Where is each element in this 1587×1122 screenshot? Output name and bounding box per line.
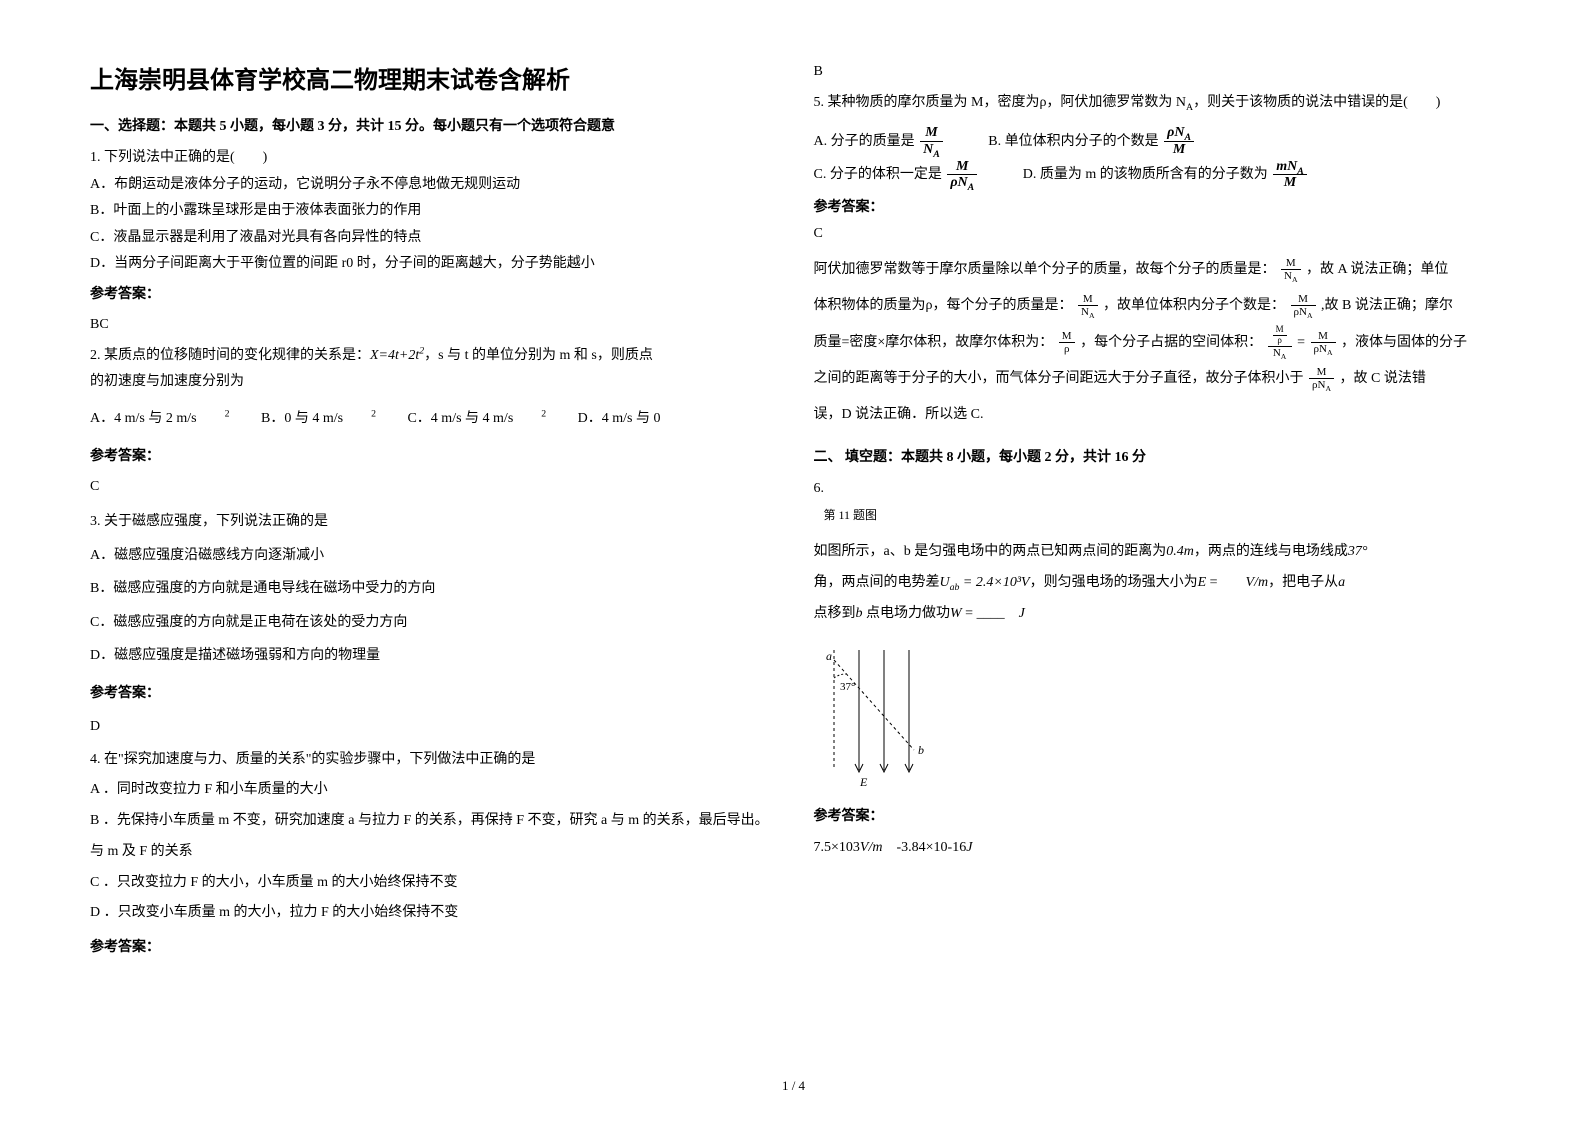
q5-answer: C — [814, 226, 1498, 242]
q6-num: 6. — [814, 476, 1498, 503]
question-3: 3. 关于磁感应强度，下列说法正确的是 A．磁感应强度沿磁感线方向逐渐减小 B．… — [90, 505, 774, 711]
q3-answer: D — [90, 719, 774, 735]
q5-opt-c: C. 分子的体积一定是 MρNA — [814, 158, 980, 192]
q2-stem-3: 的初速度与加速度分别为 — [90, 369, 774, 396]
q5-stem: 5. 某种物质的摩尔质量为 M，密度为ρ，阿伏加德罗常数为 N — [814, 95, 1187, 110]
section-2-head: 二、 填空题：本题共 8 小题，每小题 2 分，共计 16 分 — [814, 446, 1498, 466]
q2-answer: C — [90, 479, 774, 495]
q1-stem: 1. 下列说法中正确的是( ) — [90, 145, 774, 172]
q2-eq: X=4t+2t — [370, 348, 419, 363]
page-number: 1 / 4 — [0, 1078, 1587, 1094]
q2-opt-b: B．0 与 4 m/s2 — [261, 406, 376, 433]
frac-icon: ρNAM — [1162, 125, 1196, 157]
q2-opt-d: D．4 m/s 与 0 — [578, 406, 661, 433]
q1-opt-d: D．当两分子间距离大于平衡位置的间距 r0 时，分子间的距离越大，分子势能越小 — [90, 251, 774, 278]
q4-opt-c: C ．只改变拉力 F 的大小，小车质量 m 的大小始终保持不变 — [90, 868, 774, 899]
frac-icon: Mρ — [1057, 330, 1077, 355]
q3-opt-c: C．磁感应强度的方向就是正电荷在该处的受力方向 — [90, 606, 774, 640]
q6-figure: a 37° b E — [814, 640, 1498, 795]
svg-text:37°: 37° — [840, 681, 855, 693]
answer-label: 参考答案： — [814, 196, 1498, 216]
question-6: 6. 第 11 题图 如图所示，a、b 是匀强电场中的两点已知两点间的距离为0.… — [814, 476, 1498, 630]
q2-opt-a: A．4 m/s 与 2 m/s2 — [90, 406, 229, 433]
q5-stem2: ，则关于该物质的说法中错误的是( ) — [1193, 95, 1440, 110]
q5-opt-b: B. 单位体积内分子的个数是 ρNAM — [988, 125, 1196, 159]
answer-label: 参考答案： — [90, 282, 774, 309]
page-title: 上海崇明县体育学校高二物理期末试卷含解析 — [90, 60, 774, 95]
q3-opt-d: D．磁感应强度是描述磁场强弱和方向的物理量 — [90, 639, 774, 673]
frac-icon: MρNA — [945, 159, 979, 191]
question-2: 2. 某质点的位移随时间的变化规律的关系是：X=4t+2t2，s 与 t 的单位… — [90, 343, 774, 471]
eq-sign: = — [1297, 335, 1308, 350]
answer-label: 参考答案： — [90, 933, 774, 964]
svg-text:b: b — [918, 743, 924, 757]
q4-stem: 4. 在"探究加速度与力、质量的关系"的实验步骤中，下列做法中正确的是 — [90, 745, 774, 776]
frac-icon: mNAM — [1271, 159, 1309, 191]
q4-opt-d: D ．只改变小车质量 m 的大小，拉力 F 的大小始终保持不变 — [90, 898, 774, 929]
section-1-head: 一、选择题：本题共 5 小题，每小题 3 分，共计 15 分。每小题只有一个选项… — [90, 115, 774, 135]
q1-opt-a: A．布朗运动是液体分子的运动，它说明分子永不停息地做无规则运动 — [90, 172, 774, 199]
frac-icon: MρNA — [1307, 366, 1336, 391]
q1-opt-b: B．叶面上的小露珠呈球形是由于液体表面张力的作用 — [90, 198, 774, 225]
q5-row2: C. 分子的体积一定是 MρNA D. 质量为 m 的该物质所含有的分子数为 m… — [814, 158, 1498, 192]
frac-icon: MNA — [1279, 257, 1303, 282]
q2-stem-1: 2. 某质点的位移随时间的变化规律的关系是： — [90, 348, 370, 363]
q2-opt-c: C．4 m/s 与 4 m/s2 — [407, 406, 546, 433]
q4-answer: B — [814, 64, 1498, 80]
frac-icon: MρNA — [1289, 293, 1318, 318]
svg-text:a: a — [826, 649, 832, 663]
question-5: 5. 某种物质的摩尔质量为 M，密度为ρ，阿伏加德罗常数为 NA，则关于该物质的… — [814, 90, 1498, 117]
q4-opt-a: A ．同时改变拉力 F 和小车质量的大小 — [90, 775, 774, 806]
svg-text:E: E — [859, 775, 868, 789]
frac-icon: MNA — [918, 125, 945, 157]
q5-row1: A. 分子的质量是 MNA B. 单位体积内分子的个数是 ρNAM — [814, 125, 1498, 159]
q5-opt-a: A. 分子的质量是 MNA — [814, 125, 945, 159]
q5-opt-d: D. 质量为 m 的该物质所含有的分子数为 mNAM — [1023, 158, 1309, 192]
question-4: 4. 在"探究加速度与力、质量的关系"的实验步骤中，下列做法中正确的是 A ．同… — [90, 745, 774, 965]
q4-opt-b: B ．先保持小车质量 m 不变，研究加速度 a 与拉力 F 的关系，再保持 F … — [90, 806, 774, 868]
answer-label: 参考答案： — [90, 444, 774, 471]
q3-opt-b: B．磁感应强度的方向就是通电导线在磁场中受力的方向 — [90, 572, 774, 606]
frac-icon: MNA — [1076, 293, 1100, 318]
q2-stem-2: ，s 与 t 的单位分别为 m 和 s，则质点 — [424, 348, 653, 363]
q3-opt-a: A．磁感应强度沿磁感线方向逐渐减小 — [90, 539, 774, 573]
frac-icon: Mρ NA — [1266, 325, 1294, 359]
answer-label: 参考答案： — [814, 805, 1498, 825]
q6-fig-caption: 第 11 题图 — [824, 504, 1498, 527]
q6-answer: 7.5×103V/m -3.84×10-16J — [814, 835, 1498, 862]
frac-icon: MρNA — [1309, 330, 1338, 355]
q5-explanation: 阿伏加德罗常数等于摩尔质量除以单个分子的质量，故每个分子的质量是： MNA ，故… — [814, 252, 1498, 434]
q1-opt-c: C．液晶显示器是利用了液晶对光具有各向异性的特点 — [90, 225, 774, 252]
q3-stem: 3. 关于磁感应强度，下列说法正确的是 — [90, 505, 774, 539]
answer-label: 参考答案： — [90, 677, 774, 711]
question-1: 1. 下列说法中正确的是( ) A．布朗运动是液体分子的运动，它说明分子永不停息… — [90, 145, 774, 309]
q1-answer: BC — [90, 317, 774, 333]
